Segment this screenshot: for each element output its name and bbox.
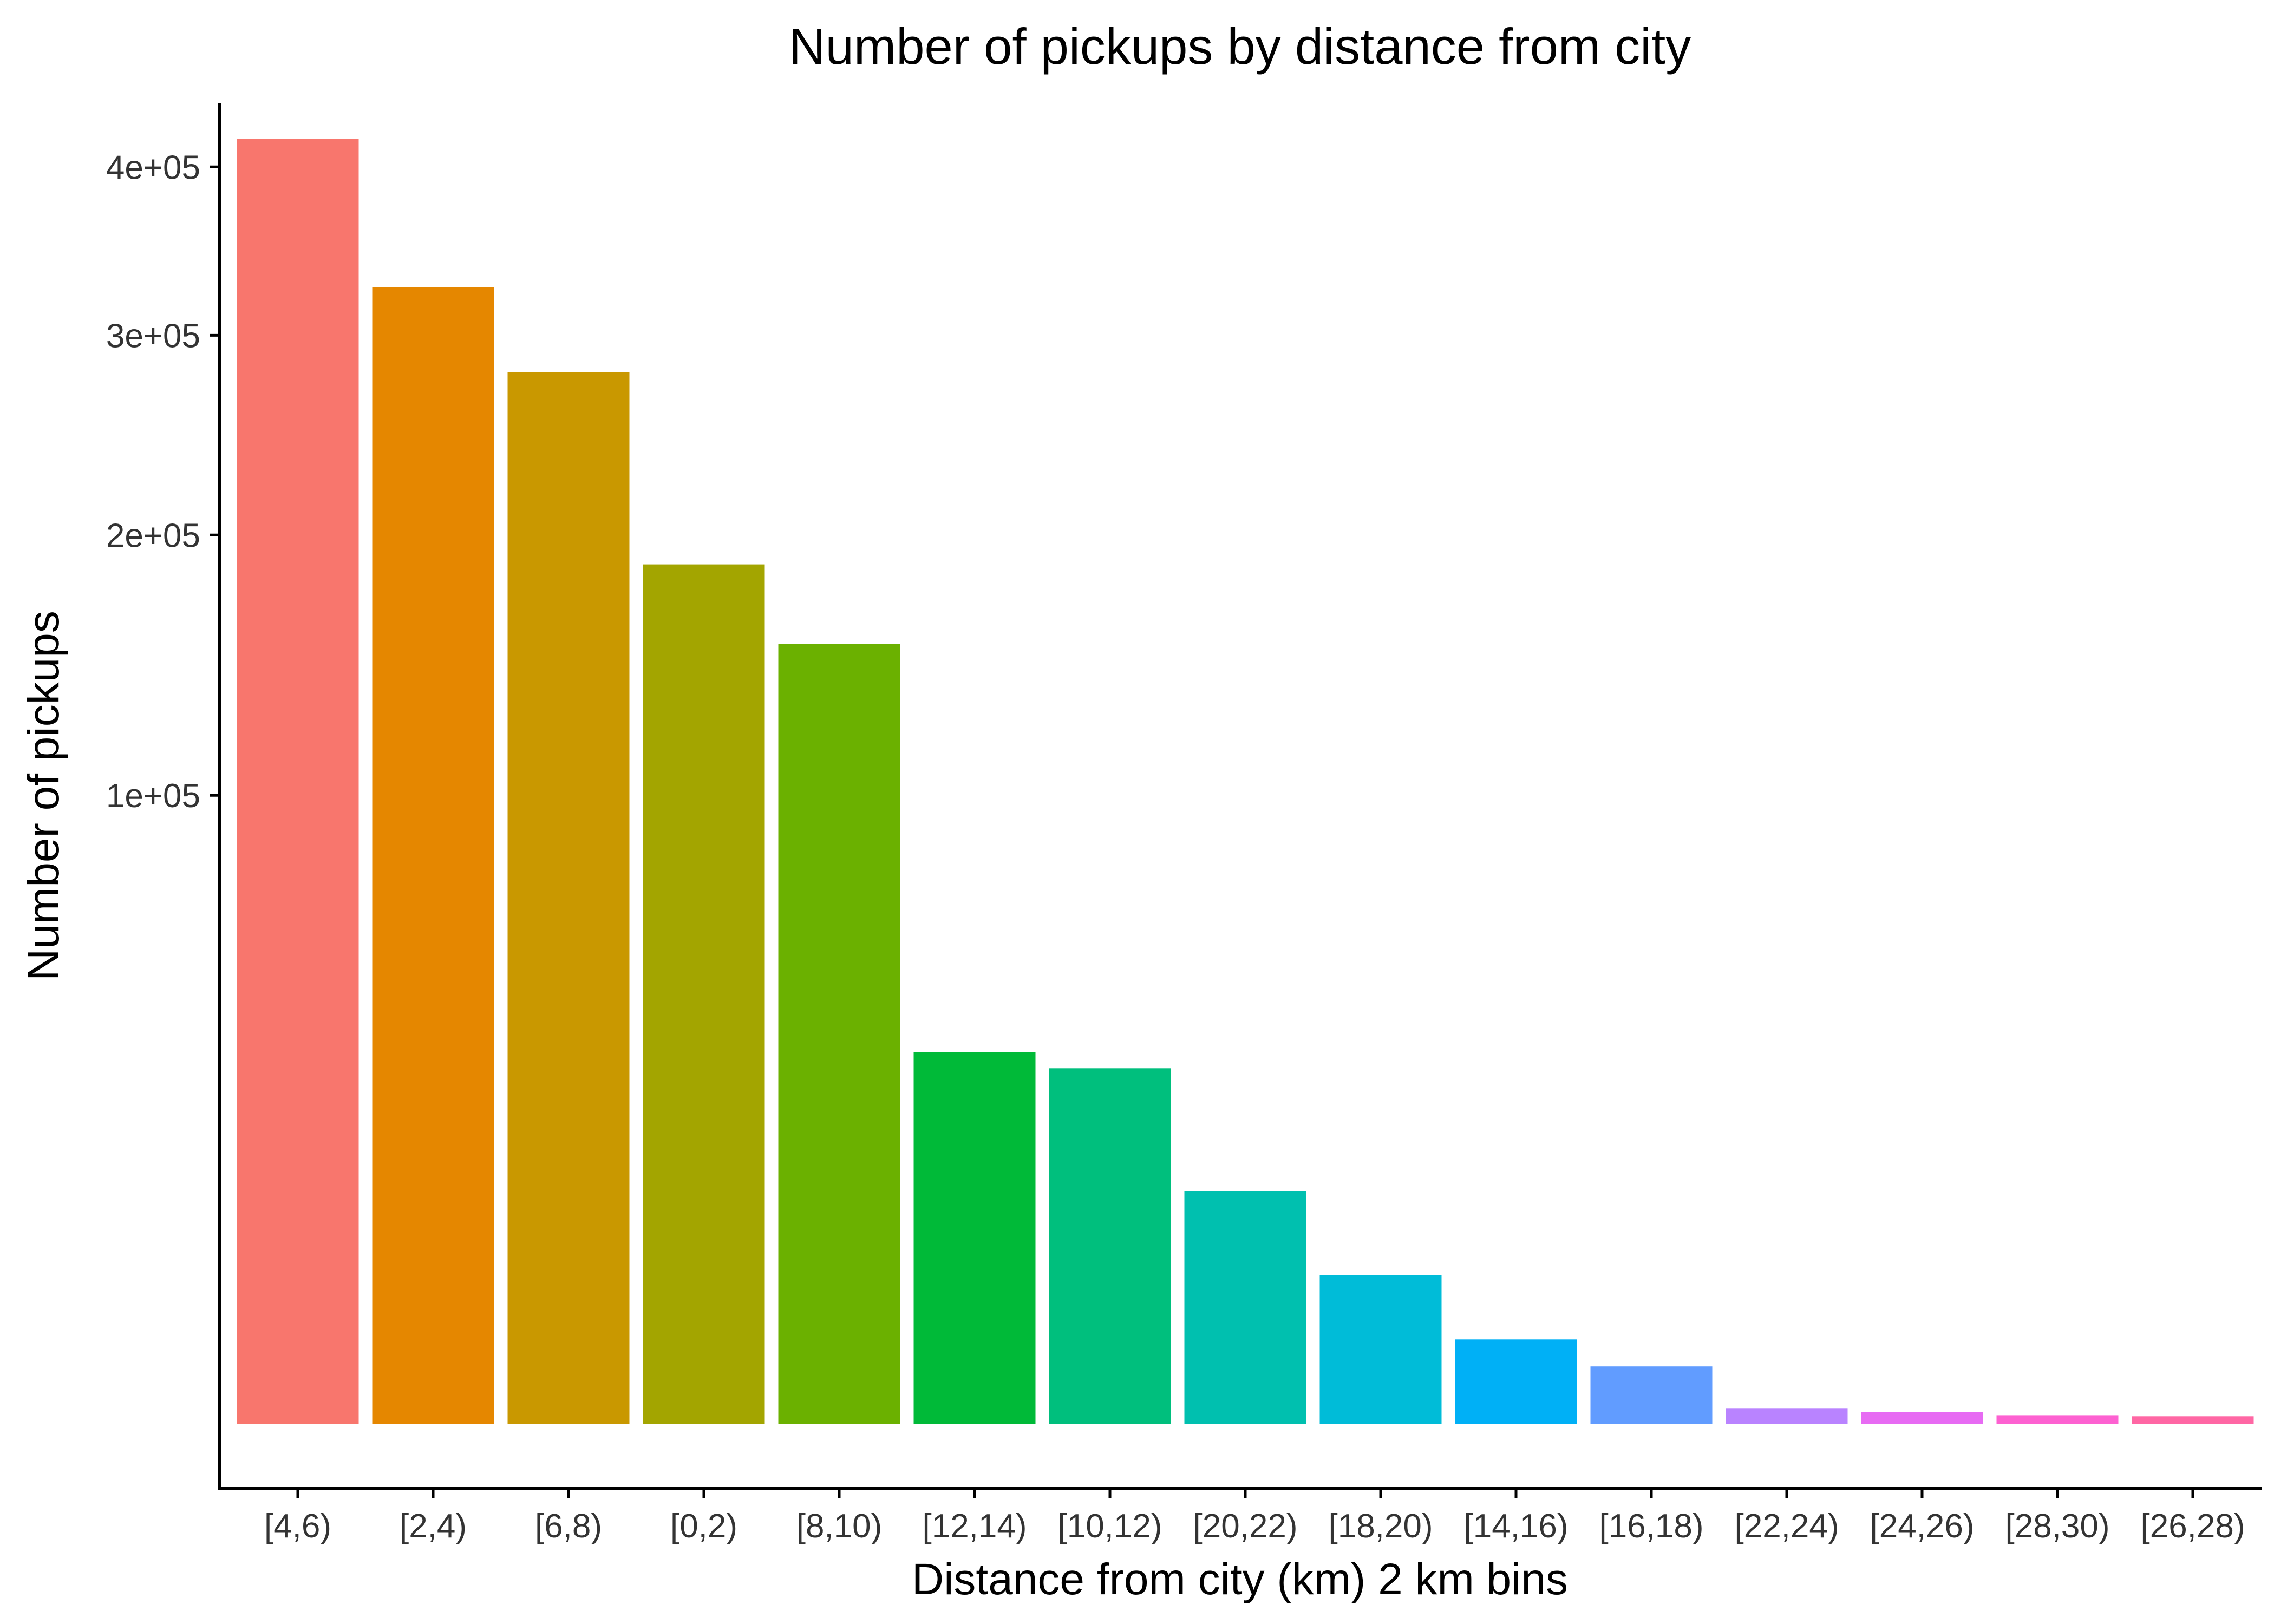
bar-3	[643, 564, 765, 1424]
bar-0	[237, 139, 359, 1424]
bar-6	[1049, 1068, 1171, 1424]
x-tick-label-5: [12,14)	[922, 1508, 1027, 1545]
bars-layer	[237, 139, 2254, 1424]
x-tick-label-2: [6,8)	[535, 1508, 602, 1545]
x-tick-label-8: [18,20)	[1328, 1508, 1433, 1545]
x-axis: [4,6) [2,4) [6,8) [0,2) [8,10) [12,14) [10,12)…	[218, 1487, 2262, 1545]
bar-8	[1319, 1275, 1442, 1424]
x-tick-label-12: [24,26)	[1870, 1508, 1974, 1545]
x-tick-label-0: [4,6)	[264, 1508, 331, 1545]
bar-13	[1996, 1415, 2119, 1424]
x-tick-label-14: [26,28)	[2140, 1508, 2245, 1545]
x-tick-label-3: [0,2)	[670, 1508, 737, 1545]
bar-9	[1455, 1339, 1577, 1424]
bar-4	[778, 644, 900, 1424]
x-tick-label-7: [20,22)	[1193, 1508, 1297, 1545]
bar-7	[1184, 1191, 1306, 1424]
y-axis: 1e+05 2e+05 3e+05 4e+05	[106, 103, 221, 1489]
x-tick-label-1: [2,4)	[400, 1508, 467, 1545]
bar-5	[913, 1052, 1036, 1424]
x-tick-label-11: [22,24)	[1734, 1508, 1839, 1545]
bar-14	[2132, 1416, 2254, 1424]
bar-11	[1726, 1408, 1848, 1424]
x-ticks: [4,6) [2,4) [6,8) [0,2) [8,10) [12,14) [10,12)…	[264, 1489, 2245, 1545]
chart-title: Number of pickups by distance from city	[789, 18, 1691, 75]
y-ticks: 1e+05 2e+05 3e+05 4e+05	[106, 149, 219, 815]
bar-10	[1590, 1366, 1713, 1424]
y-tick-label-2: 3e+05	[106, 317, 200, 355]
bar-12	[1861, 1412, 1983, 1424]
y-axis-title: Number of pickups	[19, 611, 68, 981]
x-axis-title: Distance from city (km) 2 km bins	[912, 1555, 1568, 1604]
x-tick-label-13: [28,30)	[2005, 1508, 2109, 1545]
x-tick-label-6: [10,12)	[1057, 1508, 1162, 1545]
y-tick-label-1: 2e+05	[106, 517, 200, 554]
y-tick-label-0: 1e+05	[106, 777, 200, 815]
x-tick-label-9: [14,16)	[1463, 1508, 1568, 1545]
x-tick-label-4: [8,10)	[796, 1508, 883, 1545]
bar-2	[507, 372, 630, 1424]
bar-1	[372, 287, 494, 1424]
x-tick-label-10: [16,18)	[1599, 1508, 1703, 1545]
y-tick-label-3: 4e+05	[106, 149, 200, 186]
